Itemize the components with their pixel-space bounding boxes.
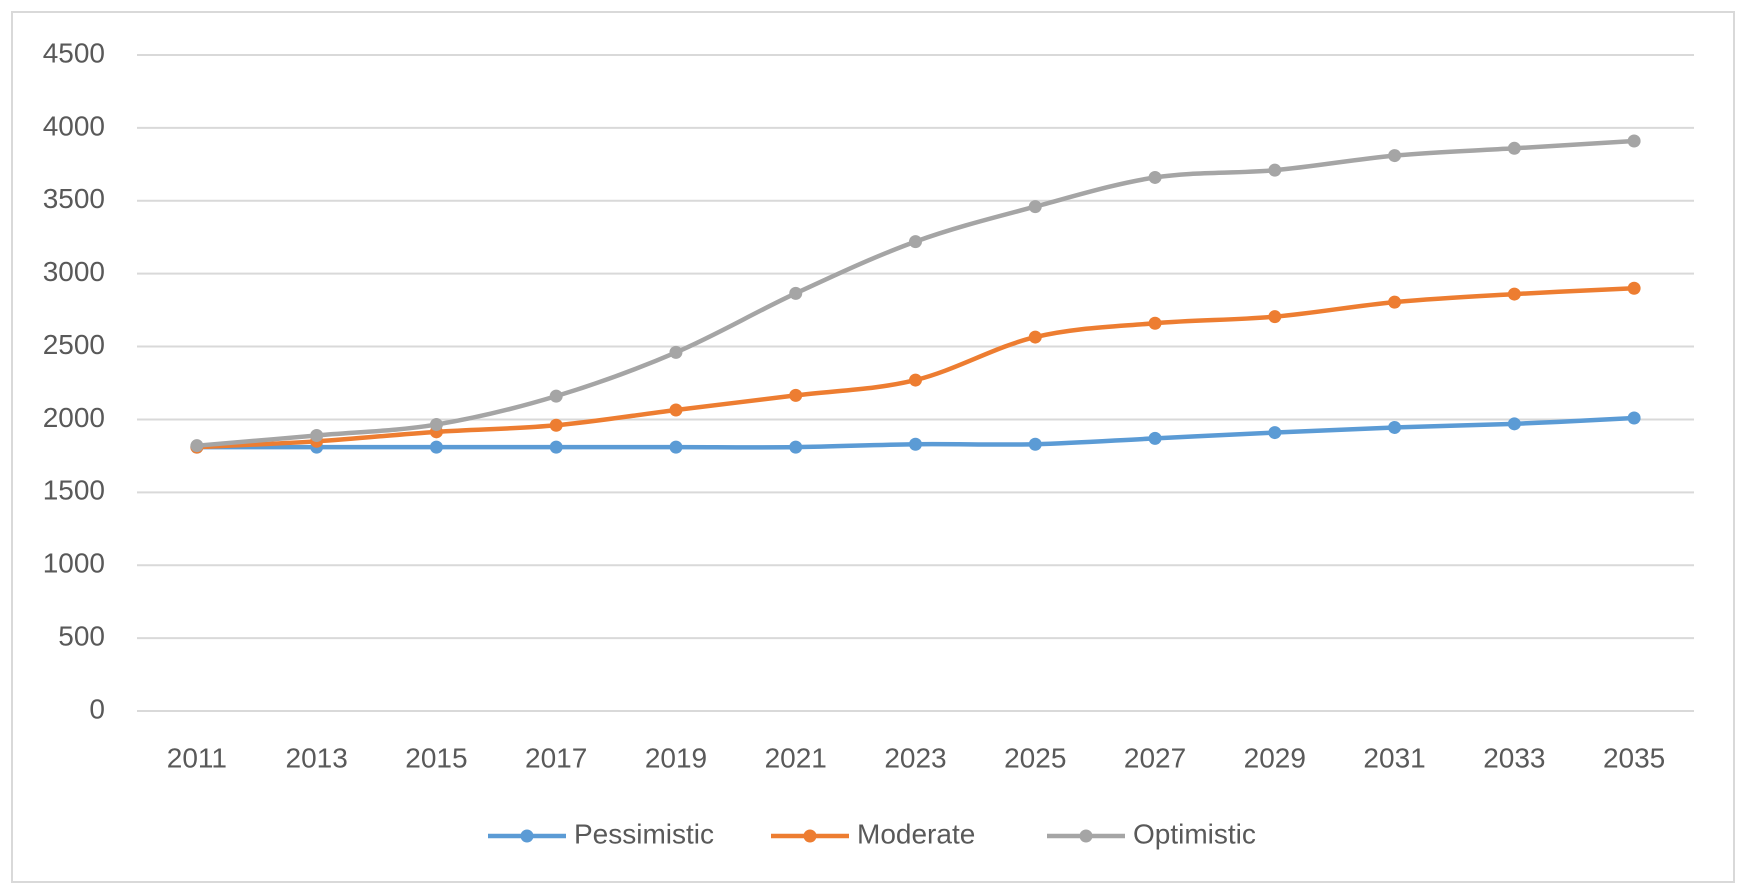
legend-label: Optimistic: [1133, 818, 1256, 849]
x-tick-label: 2013: [286, 742, 348, 773]
legend-label: Moderate: [857, 818, 975, 849]
y-tick-label: 3000: [43, 256, 105, 287]
x-tick-label: 2017: [525, 742, 587, 773]
data-point: [669, 440, 683, 454]
y-tick-label: 2500: [43, 329, 105, 360]
x-tick-label: 2029: [1244, 742, 1306, 773]
y-tick-label: 2000: [43, 402, 105, 433]
data-point: [669, 345, 683, 359]
data-point: [1388, 295, 1402, 309]
data-point: [190, 439, 204, 453]
legend-marker: [520, 829, 534, 843]
data-point: [1148, 431, 1162, 445]
data-point: [1268, 426, 1282, 440]
data-point: [789, 286, 803, 300]
x-tick-label: 2031: [1363, 742, 1425, 773]
y-tick-label: 1500: [43, 475, 105, 506]
data-point: [1028, 330, 1042, 344]
data-point: [789, 388, 803, 402]
data-point: [1627, 134, 1641, 148]
x-tick-label: 2011: [167, 742, 227, 773]
y-tick-label: 1000: [43, 548, 105, 579]
legend-marker: [1079, 829, 1093, 843]
data-point: [1268, 310, 1282, 324]
data-point: [429, 440, 443, 454]
data-point: [549, 440, 563, 454]
x-tick-label: 2023: [884, 742, 946, 773]
data-point: [310, 428, 324, 442]
data-point: [909, 235, 922, 249]
x-tick-label: 2021: [765, 742, 827, 773]
data-point: [1507, 141, 1521, 155]
y-tick-label: 4000: [43, 110, 105, 141]
x-tick-label: 2015: [405, 742, 467, 773]
legend-marker: [803, 829, 817, 843]
y-tick-label: 3500: [43, 183, 105, 214]
data-point: [549, 418, 563, 432]
x-tick-label: 2019: [645, 742, 707, 773]
data-point: [909, 373, 922, 387]
data-point: [429, 418, 443, 432]
y-tick-label: 0: [89, 693, 105, 724]
data-point: [909, 437, 922, 451]
data-point: [1148, 170, 1162, 184]
data-point: [1028, 200, 1042, 214]
data-point: [1627, 281, 1641, 295]
x-tick-label: 2033: [1483, 742, 1545, 773]
y-tick-label: 4500: [43, 37, 105, 68]
y-tick-label: 500: [58, 621, 105, 652]
data-point: [669, 403, 683, 417]
data-point: [1268, 163, 1282, 177]
data-point: [1507, 287, 1521, 301]
x-tick-label: 2035: [1603, 742, 1665, 773]
data-point: [1028, 437, 1042, 451]
data-point: [789, 440, 803, 454]
data-point: [1507, 417, 1521, 431]
data-point: [1148, 316, 1162, 330]
data-point: [1627, 411, 1641, 425]
x-tick-label: 2025: [1004, 742, 1066, 773]
legend-label: Pessimistic: [574, 818, 714, 849]
data-point: [1388, 149, 1402, 163]
data-point: [1388, 420, 1402, 434]
data-point: [549, 389, 563, 403]
x-tick-label: 2027: [1124, 742, 1186, 773]
